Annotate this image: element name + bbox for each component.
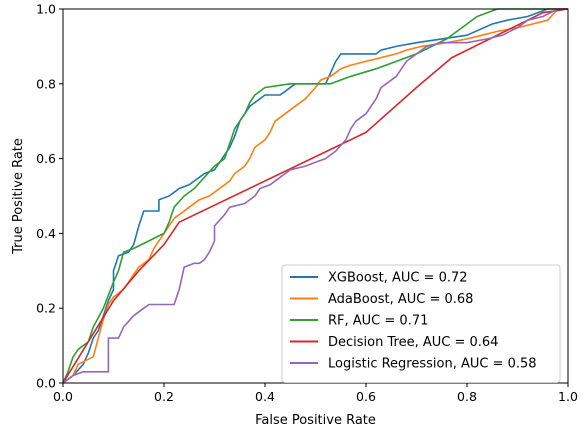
x-tick-label: 0.2 [154, 389, 174, 404]
legend-label: RF, AUC = 0.71 [328, 314, 428, 329]
y-tick-label: 0.0 [36, 376, 56, 391]
legend-label: XGBoost, AUC = 0.72 [328, 271, 468, 286]
y-tick-label: 1.0 [36, 2, 56, 17]
legend: XGBoost, AUC = 0.72 AdaBoost, AUC = 0.68 R… [281, 264, 561, 383]
y-tick-label: 0.4 [36, 226, 56, 241]
legend-label: Decision Tree, AUC = 0.64 [328, 335, 498, 350]
x-tick-label: 0.4 [255, 389, 275, 404]
legend-box [281, 264, 561, 383]
y-tick-label: 0.8 [36, 76, 56, 91]
series-line-4 [62, 8, 569, 384]
x-axis-label: False Positive Rate [255, 413, 376, 428]
y-axis-label: True Positive Rate [11, 138, 26, 255]
lines-layer [62, 8, 569, 384]
legend-label: Logistic Regression, AUC = 0.58 [328, 357, 537, 372]
y-tick-label: 0.6 [36, 151, 56, 166]
x-tick-label: 1.0 [558, 389, 578, 404]
y-tick-label: 0.2 [36, 301, 56, 316]
x-tick-label: 0.8 [457, 389, 477, 404]
ticks-layer: 0.0 0.2 0.4 0.6 0.8 1.0 0.0 0.2 0.4 0.6 0.8 1.0 [36, 2, 578, 405]
series-line-5 [62, 8, 568, 384]
x-tick-label: 0.0 [53, 389, 73, 404]
x-tick-label: 0.6 [356, 389, 376, 404]
legend-label: AdaBoost, AUC = 0.68 [328, 292, 473, 307]
